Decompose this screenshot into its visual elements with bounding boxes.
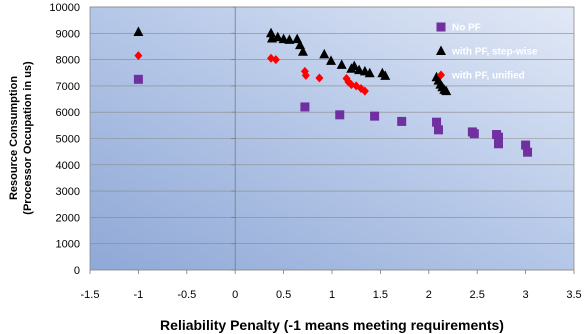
data-point — [133, 74, 143, 84]
series-with-pf-unified — [134, 51, 369, 96]
data-point — [319, 48, 330, 59]
legend-marker — [437, 70, 445, 80]
x-tick-label: 3.5 — [566, 289, 581, 301]
y-tick-label: 3000 — [56, 186, 80, 198]
data-point — [134, 51, 143, 61]
x-tick-label: 1 — [329, 289, 335, 301]
data-point — [271, 55, 280, 65]
legend-marker — [436, 22, 446, 32]
y-tick-label: 1000 — [56, 239, 80, 251]
y-tick-label: 10000 — [49, 2, 80, 14]
data-point — [326, 55, 337, 65]
x-tick-label: 2.5 — [470, 289, 485, 301]
x-tick-label: -0.5 — [177, 289, 196, 301]
data-point — [336, 59, 347, 69]
data-points — [133, 26, 533, 157]
x-axis-title: Reliability Penalty (-1 means meeting re… — [160, 317, 504, 333]
y-tick-label: 0 — [74, 265, 80, 277]
x-tick-label: 1.5 — [373, 289, 388, 301]
data-point — [360, 86, 369, 96]
y-tick-label: 7000 — [56, 81, 80, 93]
data-point — [380, 70, 391, 80]
data-point — [354, 64, 365, 75]
data-point — [493, 132, 503, 142]
data-point — [300, 102, 310, 112]
data-point — [284, 34, 295, 44]
legend-marker — [436, 45, 446, 55]
y-tick-label: 4000 — [56, 160, 80, 172]
data-point — [295, 39, 306, 50]
x-tick-label: 2 — [426, 289, 432, 301]
data-point — [523, 147, 533, 157]
data-point — [297, 46, 308, 56]
data-point — [349, 60, 360, 71]
data-point — [397, 116, 407, 126]
series-with-pf-step-wise — [133, 26, 452, 96]
x-tick-label: 0 — [232, 289, 238, 301]
data-point — [441, 85, 452, 96]
y-tick-label: 6000 — [56, 107, 80, 119]
series-no-pf — [133, 74, 533, 157]
data-point — [432, 117, 442, 127]
data-point — [370, 111, 380, 121]
data-point — [133, 26, 144, 36]
data-point — [493, 139, 503, 149]
x-tick-label: 0.5 — [276, 289, 291, 301]
tick-labels: 0100020003000400050006000700080009000100… — [49, 2, 581, 301]
legend-label: with PF, unified — [451, 71, 525, 82]
data-point — [469, 129, 479, 139]
y-axis-title-line1: Resource Consumption — [8, 76, 20, 200]
data-point — [364, 67, 375, 78]
y-axis-title-line2: (Processor Occupation in us) — [22, 61, 34, 215]
x-tick-label: -1.5 — [81, 289, 100, 301]
y-tick-label: 5000 — [56, 134, 80, 146]
data-point — [433, 125, 443, 135]
data-point — [335, 110, 345, 120]
legend-label: No PF — [452, 23, 481, 34]
data-point — [266, 27, 277, 38]
x-tick-label: 3 — [523, 289, 529, 301]
legend-label: with PF, step-wise — [451, 47, 538, 58]
data-point — [301, 70, 310, 80]
y-tick-label: 8000 — [56, 55, 80, 67]
y-tick-label: 9000 — [56, 28, 80, 40]
data-point — [272, 31, 283, 42]
data-point — [315, 73, 324, 83]
x-tick-label: -1 — [134, 289, 144, 301]
legend: No PF with PF, step-wise with PF, unified — [436, 22, 538, 82]
data-point — [521, 140, 531, 150]
axes — [89, 6, 575, 274]
y-tick-label: 2000 — [56, 212, 80, 224]
